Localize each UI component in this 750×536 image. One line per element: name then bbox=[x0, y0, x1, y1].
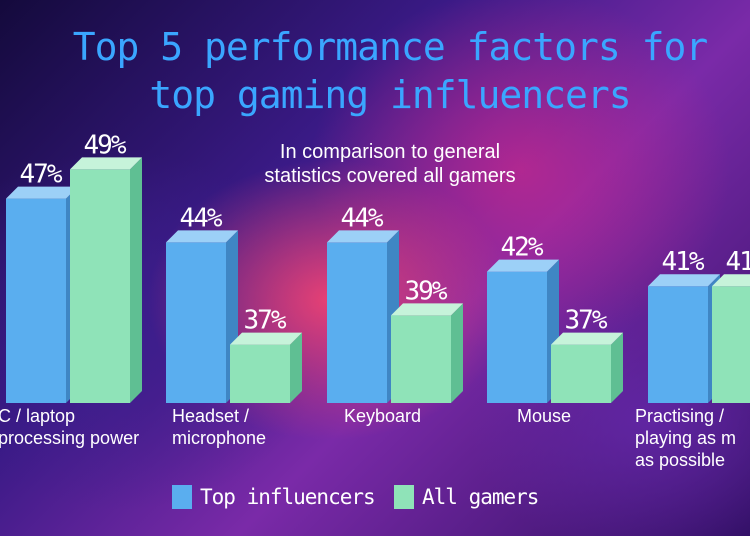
category-label-mouse: Mouse bbox=[517, 406, 572, 426]
bar-all-gamers-0-side bbox=[130, 157, 142, 403]
bar-top-influencers-2 bbox=[327, 242, 387, 403]
bar-all-gamers-2-side bbox=[451, 303, 463, 403]
bar-top-influencers-2-top bbox=[327, 230, 399, 243]
bar-all-gamers-3-side bbox=[611, 332, 623, 403]
value-label-top-influencers-4: 41% bbox=[662, 247, 705, 277]
bar-top-influencers-1 bbox=[166, 242, 226, 403]
category-label-pc-laptop: C / laptop processing power bbox=[0, 406, 140, 448]
legend-label-top-influencers: Top influencers bbox=[200, 485, 376, 509]
bar-all-gamers-2-top bbox=[391, 303, 463, 316]
legend-swatch-all-gamers bbox=[394, 485, 414, 509]
category-label-practising: Practising / playing as m as possible bbox=[635, 406, 737, 470]
legend-item-all-gamers: All gamers bbox=[394, 482, 539, 512]
legend-item-top-influencers: Top influencers bbox=[172, 482, 376, 512]
chart-subtitle-line-1: In comparison to general bbox=[279, 141, 501, 163]
value-label-all-gamers-0: 49% bbox=[84, 130, 127, 160]
chart-title-line-2: top gaming influencers bbox=[149, 73, 631, 117]
bar-top-influencers-1-top bbox=[166, 230, 238, 243]
bar-all-gamers-0 bbox=[70, 169, 130, 403]
category-label-keyboard: Keyboard bbox=[344, 406, 422, 426]
bar-all-gamers-3 bbox=[551, 344, 611, 403]
bar-top-influencers-3-top bbox=[487, 259, 559, 272]
value-label-top-influencers-2: 44% bbox=[341, 203, 384, 233]
legend-swatch-top-influencers bbox=[172, 485, 192, 509]
bar-all-gamers-3-top bbox=[551, 332, 623, 345]
bar-all-gamers-2 bbox=[391, 315, 451, 403]
bar-all-gamers-4-top bbox=[712, 274, 750, 287]
bar-all-gamers-1 bbox=[230, 344, 290, 403]
value-label-top-influencers-3: 42% bbox=[501, 233, 544, 263]
bar-top-influencers-4 bbox=[648, 286, 708, 403]
bar-all-gamers-1-top bbox=[230, 332, 302, 345]
bar-all-gamers-0-top bbox=[70, 157, 142, 170]
value-label-all-gamers-2: 39% bbox=[405, 276, 448, 306]
legend-label-all-gamers: All gamers bbox=[422, 485, 539, 509]
bar-top-influencers-3 bbox=[487, 271, 547, 403]
chart-subtitle-line-2: statistics covered all gamers bbox=[264, 165, 516, 187]
chart-title-line-1: Top 5 performance factors for bbox=[72, 25, 708, 69]
value-label-all-gamers-1: 37% bbox=[244, 306, 287, 336]
value-label-top-influencers-1: 44% bbox=[180, 203, 223, 233]
value-label-all-gamers-3: 37% bbox=[565, 306, 608, 336]
bar-top-influencers-0 bbox=[6, 198, 66, 403]
bar-top-influencers-0-top bbox=[6, 186, 78, 199]
bar-all-gamers-4 bbox=[712, 286, 750, 403]
value-label-top-influencers-0: 47% bbox=[20, 160, 63, 190]
category-label-headset: Headset / microphone bbox=[172, 406, 267, 448]
bar-top-influencers-4-top bbox=[648, 274, 720, 287]
bar-all-gamers-1-side bbox=[290, 332, 302, 403]
value-label-all-gamers-4: 41% bbox=[726, 247, 750, 277]
